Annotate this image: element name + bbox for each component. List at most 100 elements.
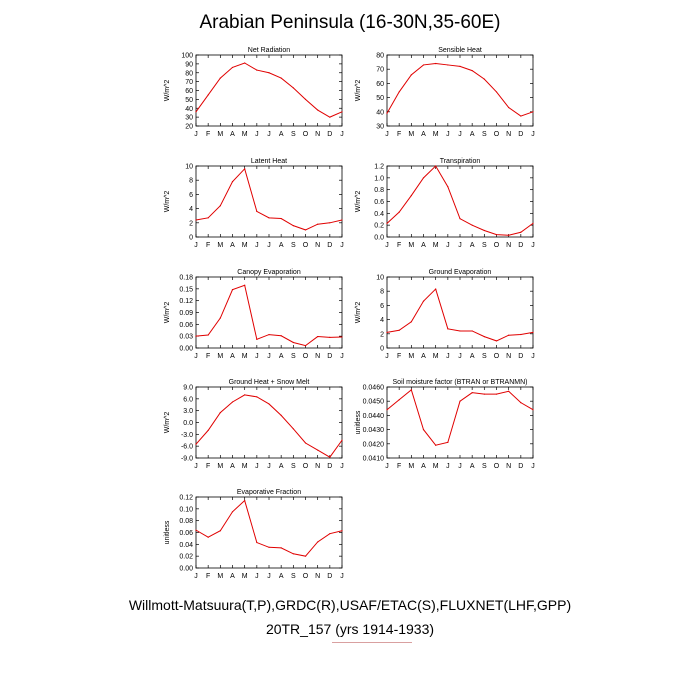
chart-8-point (459, 400, 461, 402)
chart-9-point (304, 555, 307, 557)
chart-4-point (435, 165, 437, 167)
chart-5-point (195, 335, 197, 337)
chart-5-point (244, 284, 246, 286)
chart-3-xtick-label: S (291, 242, 296, 249)
chart-4-point (508, 234, 510, 236)
chart-5-ytick-label: 0.12 (179, 298, 193, 305)
chart-6-xtick-label: M (408, 353, 414, 360)
chart-1-series-line (195, 62, 343, 118)
chart-1-xtick-label: J (340, 131, 344, 138)
chart-6-point (508, 334, 510, 336)
chart-6-ytick-label: 4 (380, 317, 384, 324)
chart-8-point (520, 402, 522, 404)
chart-8-ytick-label: 0.0420 (363, 441, 385, 448)
chart-3-xtick-label: J (267, 242, 271, 249)
chart-3-xtick-label: A (230, 242, 235, 249)
chart-3-ylabel: W/m^2 (164, 191, 171, 213)
chart-8-point (410, 389, 412, 391)
chart-5-xtick-label: S (291, 353, 296, 360)
chart-5-ylabel: W/m^2 (164, 302, 171, 324)
chart-7-xtick-label: O (303, 463, 309, 470)
chart-3-point (231, 181, 234, 183)
chart-1-xtick-label: N (315, 131, 320, 138)
chart-5-ytick-label: 0.09 (179, 310, 193, 317)
chart-7-xtick-label: S (291, 463, 296, 470)
chart-3-xtick-label: J (340, 242, 344, 249)
chart-1-xtick-label: S (291, 131, 296, 138)
chart-5-point (329, 336, 331, 338)
chart-8-xtick-label: A (470, 463, 475, 470)
chart-7-xtick-label: M (242, 463, 248, 470)
chart-3-point (268, 217, 270, 219)
chart-4-ytick-label: 0.6 (374, 199, 384, 206)
chart-3-xtick-label: F (206, 242, 210, 249)
chart-6-ytick-label: 10 (376, 275, 384, 282)
chart-2-point (435, 62, 437, 65)
chart-2-ytick-label: 30 (376, 124, 384, 131)
chart-3-point (341, 219, 343, 221)
chart-4-frame (386, 165, 534, 238)
chart-9-ylabel: unitless (164, 520, 171, 544)
chart-5-xtick-label: M (217, 353, 223, 360)
chart-1-ytick-label: 90 (185, 61, 193, 68)
chart-1-ytick-label: 80 (185, 70, 193, 77)
chart-9-point (244, 499, 246, 502)
chart-7-ylabel: W/m^2 (164, 412, 171, 434)
chart-5-xtick-label: J (194, 353, 198, 360)
chart-5-point (292, 341, 294, 344)
chart-2-xtick-label: D (518, 131, 523, 138)
chart-1-xtick-label: J (267, 131, 271, 138)
chart-2-xtick-label: A (421, 131, 426, 138)
chart-7-xtick-label: F (206, 463, 210, 470)
chart-2-point (398, 91, 400, 93)
footer-run: 20TR_157 (yrs 1914-1933) (265, 621, 435, 637)
chart-4-point (398, 211, 400, 213)
chart-2-point (495, 91, 498, 93)
chart-6-xtick-label: A (421, 353, 426, 360)
chart-5-title: Canopy Evaporation (237, 269, 301, 276)
chart-8-xtick-label: M (408, 463, 414, 470)
chart-5-series-line (195, 284, 343, 347)
chart-1-xtick-label: O (303, 131, 309, 138)
chart-1-xtick-label: A (230, 131, 235, 138)
chart-7-xtick-label: M (217, 463, 223, 470)
chart-6-xtick-label: O (494, 353, 500, 360)
chart-8-point (508, 390, 510, 392)
chart-7-ytick-label: -6.0 (181, 444, 193, 451)
chart-6-point (483, 336, 485, 338)
chart-5-point (219, 317, 221, 319)
chart-3-xtick-label: J (194, 242, 198, 249)
chart-4-point (386, 222, 388, 224)
chart-8-frame (386, 386, 534, 459)
chart-1-ytick-label: 100 (181, 53, 193, 60)
chart-2-point (471, 70, 473, 72)
chart-3-frame (195, 165, 343, 238)
chart-3-point (256, 210, 258, 213)
chart-6-point (471, 330, 473, 332)
chart-1-xtick-label: D (327, 131, 332, 138)
chart-2-ytick-label: 70 (376, 67, 384, 74)
chart-4-xtick-label: A (470, 242, 475, 249)
chart-9-point (268, 546, 270, 548)
chart-8-xtick-label: J (446, 463, 450, 470)
chart-2-xtick-label: J (385, 131, 389, 138)
chart-6-ytick-label: 0 (380, 346, 384, 353)
chart-8-ytick-label: 0.0460 (363, 385, 385, 392)
chart-1-point (256, 69, 258, 71)
chart-7-xtick-label: A (279, 463, 284, 470)
chart-2-xtick-label: O (494, 131, 500, 138)
chart-9-point (292, 553, 294, 555)
chart-2-frame (386, 54, 534, 127)
chart-7-ytick-label: 0.0 (183, 420, 193, 427)
chart-6-title: Ground Evaporation (429, 269, 492, 276)
chart-4-xtick-label: N (506, 242, 511, 249)
chart-6-ytick-label: 6 (380, 303, 384, 310)
chart-8-xtick-label: S (482, 463, 487, 470)
chart-9-point (219, 530, 221, 532)
chart-5-ytick-label: 0.03 (179, 334, 193, 341)
chart-9-ytick-label: 0.00 (179, 566, 193, 573)
chart-5-point (231, 289, 234, 291)
chart-7-point (195, 443, 197, 445)
chart-6-xtick-label: F (397, 353, 401, 360)
chart-2-xtick-label: J (446, 131, 450, 138)
